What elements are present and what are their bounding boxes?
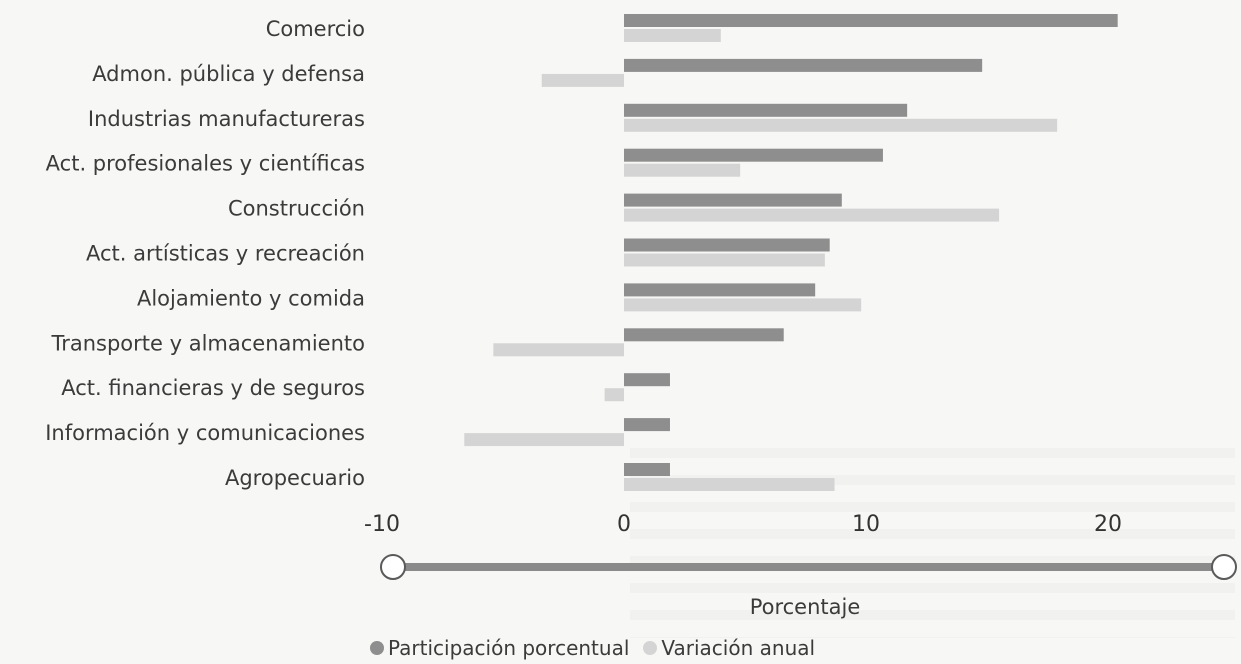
- category-label: Información y comunicaciones: [45, 421, 365, 445]
- legend-item-participacion[interactable]: Participación porcentual: [370, 636, 629, 660]
- bar-variacion[interactable]: [624, 478, 835, 491]
- category-label: Alojamiento y comida: [137, 286, 365, 310]
- x-tick-label: -10: [364, 512, 400, 537]
- category-label: Transporte y almacenamiento: [50, 331, 365, 355]
- bar-variacion[interactable]: [624, 118, 1058, 132]
- category-label: Construcción: [228, 197, 365, 221]
- legend-label-participacion: Participación porcentual: [388, 636, 630, 660]
- x-tick-label: 10: [852, 512, 880, 537]
- bar-participacion[interactable]: [624, 193, 842, 207]
- bar-participacion[interactable]: [624, 14, 1118, 27]
- category-labels: Comercio Admon. pública y defensa Industri…: [45, 17, 365, 490]
- bar-participacion[interactable]: [624, 328, 784, 342]
- bar-variacion[interactable]: [604, 388, 624, 402]
- range-slider-min-handle[interactable]: [380, 554, 406, 580]
- x-axis-title: Porcentaje: [750, 595, 861, 619]
- legend-label-variacion: Variación anual: [661, 636, 816, 660]
- bar-variacion[interactable]: [624, 163, 741, 177]
- x-tick-label: 20: [1094, 512, 1122, 537]
- bar-participacion[interactable]: [624, 58, 983, 72]
- category-label: Act. financieras y de seguros: [61, 376, 365, 400]
- bar-participacion[interactable]: [624, 463, 670, 476]
- bar-variacion[interactable]: [624, 298, 862, 312]
- range-slider-track[interactable]: [395, 563, 1223, 571]
- bars-layer: [464, 14, 1118, 491]
- category-label: Industrias manufactureras: [88, 107, 365, 131]
- legend-dot-participacion: [370, 641, 384, 655]
- legend: Participación porcentual Variación anual: [370, 636, 823, 660]
- bar-participacion[interactable]: [624, 283, 816, 297]
- bar-variacion[interactable]: [464, 433, 624, 447]
- bar-variacion[interactable]: [493, 343, 624, 357]
- x-tick-label: 0: [617, 512, 631, 537]
- legend-item-variacion[interactable]: Variación anual: [643, 636, 815, 660]
- bar-participacion[interactable]: [624, 418, 670, 432]
- x-tick-labels: -10 0 10 20: [364, 512, 1122, 537]
- bar-participacion[interactable]: [624, 373, 670, 387]
- category-label: Comercio: [266, 17, 365, 41]
- category-label: Act. artísticas y recreación: [86, 242, 365, 266]
- range-slider: [380, 554, 1237, 580]
- bar-participacion[interactable]: [624, 148, 883, 162]
- bar-variacion[interactable]: [541, 73, 624, 87]
- legend-dot-variacion: [643, 641, 658, 655]
- bar-participacion[interactable]: [624, 103, 908, 117]
- range-slider-max-handle[interactable]: [1211, 554, 1237, 580]
- category-label: Admon. pública y defensa: [92, 62, 365, 86]
- bar-variacion[interactable]: [624, 208, 1000, 222]
- category-label: Agropecuario: [225, 466, 365, 490]
- bar-variacion[interactable]: [624, 253, 825, 267]
- bar-variacion[interactable]: [624, 29, 721, 42]
- category-label: Act. profesionales y científicas: [46, 152, 365, 176]
- bar-participacion[interactable]: [624, 238, 830, 252]
